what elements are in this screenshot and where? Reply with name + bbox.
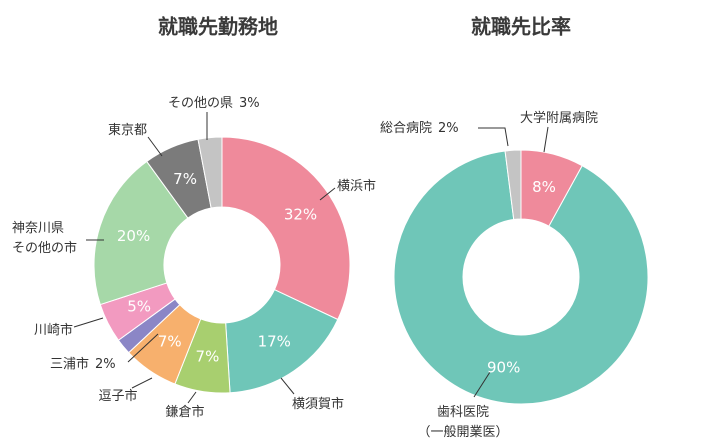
donut-slice: [221, 136, 351, 321]
category-label: 東京都: [108, 122, 147, 138]
value-label: 5%: [127, 298, 151, 316]
value-label: 17%: [258, 332, 291, 350]
category-text: その他の市: [12, 240, 77, 256]
category-label: 横浜市: [337, 178, 376, 194]
category-text: 三浦市: [50, 356, 89, 372]
category-text: 総合病院: [380, 121, 432, 136]
leader-line: [543, 126, 549, 153]
category-label: 歯科医院: [437, 405, 489, 420]
category-label: 三浦市 2%: [50, 356, 116, 372]
donut-slice: [93, 160, 189, 306]
value-label: 2%: [438, 121, 459, 136]
category-label: 逗子市: [98, 388, 137, 404]
value-label: 20%: [117, 227, 150, 245]
leader-line: [319, 187, 336, 201]
category-label: 横須賀市: [292, 396, 344, 412]
category-label: その他の市: [12, 240, 77, 256]
leader-line: [473, 371, 491, 398]
category-text: 横須賀市: [292, 396, 344, 412]
value-label: 32%: [284, 206, 317, 224]
value-label: 7%: [173, 170, 197, 188]
category-label: 神奈川県: [12, 221, 64, 236]
chart-title: 就職先勤務地: [158, 15, 278, 39]
donut-slice: [197, 136, 223, 209]
leader-line: [127, 333, 159, 363]
chart-title: 就職先比率: [471, 15, 571, 39]
category-label: 大学附属病院: [520, 110, 598, 126]
leader-line: [147, 136, 163, 157]
donut-slice: [393, 150, 649, 405]
donut-slice: [504, 149, 522, 221]
value-label: 3%: [239, 96, 260, 111]
leader-line: [73, 317, 104, 328]
category-text: 歯科医院: [437, 405, 489, 420]
category-label: 鎌倉市: [165, 404, 204, 420]
category-text: （一般開業医）: [417, 424, 508, 440]
value-label: 90%: [487, 358, 520, 376]
category-text: 横浜市: [337, 178, 376, 194]
category-text: 神奈川県: [12, 221, 64, 236]
category-text: 東京都: [108, 122, 147, 138]
category-label: その他の県 3%: [168, 96, 260, 111]
leader-line: [187, 391, 197, 404]
leader-line: [280, 377, 295, 395]
category-label: 総合病院 2%: [380, 121, 459, 136]
category-label: （一般開業医）: [417, 424, 508, 440]
category-text: 逗子市: [98, 388, 137, 404]
category-text: その他の県: [168, 96, 233, 111]
category-text: 大学附属病院: [520, 110, 598, 126]
value-label: 7%: [196, 347, 220, 365]
value-label: 7%: [158, 332, 182, 350]
category-text: 川崎市: [34, 322, 73, 338]
category-text: 鎌倉市: [165, 404, 204, 420]
leader-line: [131, 377, 153, 389]
value-label: 8%: [532, 178, 556, 196]
donut-slice: [225, 289, 339, 394]
leader-line: [478, 127, 509, 147]
value-label: 2%: [95, 357, 116, 372]
category-label: 川崎市: [34, 322, 73, 338]
